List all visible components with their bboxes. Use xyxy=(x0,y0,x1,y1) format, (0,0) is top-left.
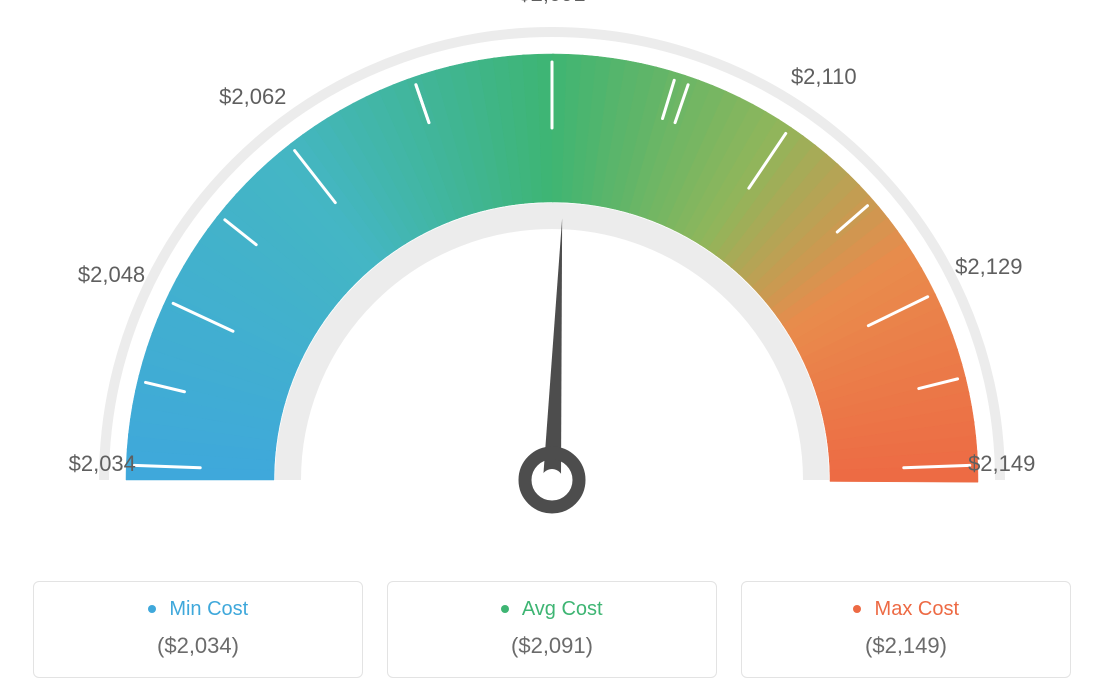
gauge-tick-label: $2,034 xyxy=(69,451,136,477)
gauge-tick-label: $2,048 xyxy=(78,262,145,288)
dot-icon xyxy=(853,605,861,613)
gauge-svg xyxy=(0,0,1104,540)
dot-icon xyxy=(501,605,509,613)
gauge-tick-label: $2,149 xyxy=(968,451,1035,477)
gauge-tick-label: $2,091 xyxy=(518,0,585,7)
legend-card-avg: Avg Cost ($2,091) xyxy=(387,581,717,678)
legend-label-min: Min Cost xyxy=(169,598,248,620)
gauge-tick-label: $2,129 xyxy=(955,254,1022,280)
legend-value-avg: ($2,091) xyxy=(398,633,706,659)
gauge-tick-label: $2,110 xyxy=(791,64,857,90)
legend-row: Min Cost ($2,034) Avg Cost ($2,091) Max … xyxy=(0,581,1104,678)
legend-value-min: ($2,034) xyxy=(44,633,352,659)
legend-title-avg: Avg Cost xyxy=(398,598,706,621)
legend-value-max: ($2,149) xyxy=(752,633,1060,659)
legend-label-max: Max Cost xyxy=(875,598,959,620)
legend-label-avg: Avg Cost xyxy=(522,598,603,620)
legend-card-min: Min Cost ($2,034) xyxy=(33,581,363,678)
gauge-chart: $2,034 $2,048 $2,062 $2,091 $2,110 $2,129 $2,1… xyxy=(0,0,1104,540)
legend-title-max: Max Cost xyxy=(752,598,1060,621)
legend-title-min: Min Cost xyxy=(44,598,352,621)
gauge-tick-label: $2,062 xyxy=(219,84,286,110)
legend-card-max: Max Cost ($2,149) xyxy=(741,581,1071,678)
dot-icon xyxy=(148,605,156,613)
